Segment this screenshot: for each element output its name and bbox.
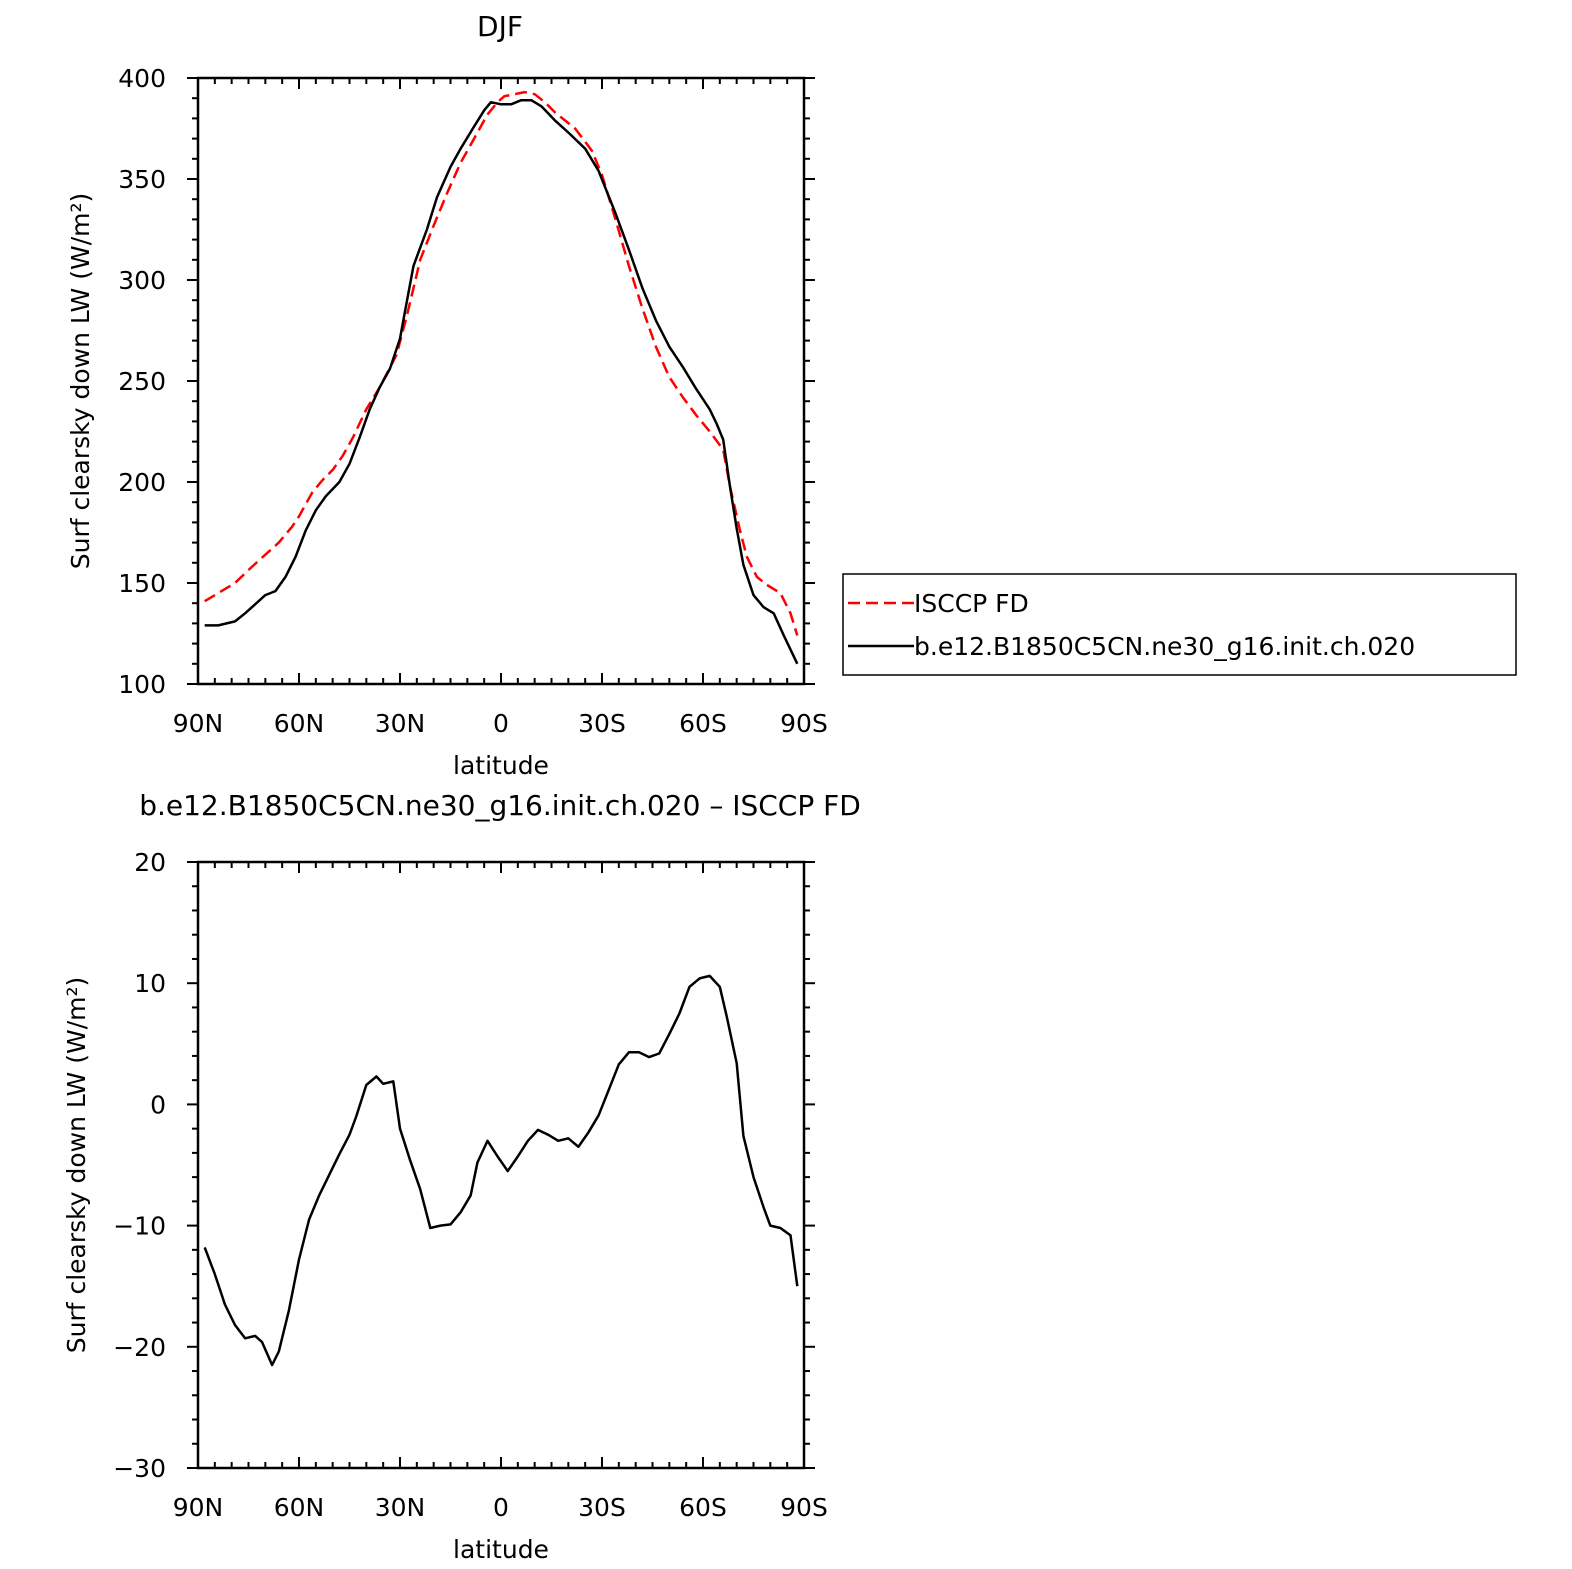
legend-label-isccp: ISCCP FD <box>914 589 1029 618</box>
bottom-plot-frame <box>196 860 806 1470</box>
bottom-plot-marks <box>203 974 799 1367</box>
legend-box <box>842 573 1517 676</box>
bottom-y-tick-label: 0 <box>150 1090 166 1119</box>
top-x-tick-label: 30N <box>375 709 426 738</box>
bottom-x-tick-label: 90N <box>173 1493 224 1522</box>
top-y-tick-label: 350 <box>118 165 166 194</box>
top-y-axis-label: Surf clearsky down LW (W/m²) <box>66 193 95 570</box>
bottom-x-tick-label: 90S <box>780 1493 828 1522</box>
bottom-chart: b.e12.B1850C5CN.ne30_g16.init.ch.020 – I… <box>62 789 861 1564</box>
top-series-line-1 <box>204 98 799 665</box>
bottom-x-axis-label: latitude <box>453 1535 549 1564</box>
top-y-ticks: 100 150 200 250 300 350 400 <box>118 64 815 699</box>
bottom-y-axis-label: Surf clearsky down LW (W/m²) <box>62 977 91 1354</box>
top-plot-frame <box>196 76 806 686</box>
top-x-tick-label: 60N <box>274 709 325 738</box>
bottom-x-tick-label: 60S <box>679 1493 727 1522</box>
top-x-ticks: 90N 60N 30N 0 30S 60S 90S <box>173 78 828 738</box>
legend: ISCCP FD b.e12.B1850C5CN.ne30_g16.init.c… <box>842 573 1517 676</box>
top-chart-title: DJF <box>477 10 523 43</box>
bottom-y-tick-label: 20 <box>134 848 166 877</box>
top-y-tick-label: 300 <box>118 266 166 295</box>
bottom-y-tick-label: −30 <box>113 1454 166 1483</box>
bottom-y-tick-label: 10 <box>134 969 166 998</box>
top-chart: DJF 90N 60N 30N 0 30S 60S 90S 100 150 200 250 300 3… <box>66 10 1517 780</box>
top-x-tick-label: 90S <box>780 709 828 738</box>
bottom-chart-title: b.e12.B1850C5CN.ne30_g16.init.ch.020 – I… <box>139 789 861 822</box>
bottom-x-tick-label: 0 <box>493 1493 509 1522</box>
bottom-x-tick-label: 30S <box>578 1493 626 1522</box>
bottom-y-tick-label: −10 <box>113 1212 166 1241</box>
top-plot-marks <box>204 90 799 665</box>
top-y-tick-label: 100 <box>118 670 166 699</box>
top-x-tick-label: 90N <box>173 709 224 738</box>
top-y-tick-label: 400 <box>118 64 166 93</box>
top-x-axis-label: latitude <box>453 751 549 780</box>
top-y-tick-label: 250 <box>118 367 166 396</box>
bottom-series-line-0 <box>203 974 799 1367</box>
bottom-y-ticks: −30 −20 −10 0 10 20 <box>113 848 815 1483</box>
top-x-tick-label: 0 <box>493 709 509 738</box>
bottom-x-tick-label: 30N <box>375 1493 426 1522</box>
bottom-x-tick-label: 60N <box>274 1493 325 1522</box>
top-y-tick-label: 150 <box>118 569 166 598</box>
bottom-y-tick-label: −20 <box>113 1333 166 1362</box>
top-series-line-0 <box>204 90 799 636</box>
legend-label-model: b.e12.B1850C5CN.ne30_g16.init.ch.020 <box>914 632 1415 661</box>
top-x-tick-label: 30S <box>578 709 626 738</box>
top-x-tick-label: 60S <box>679 709 727 738</box>
top-y-tick-label: 200 <box>118 468 166 497</box>
bottom-x-ticks: 90N 60N 30N 0 30S 60S 90S <box>173 862 828 1522</box>
